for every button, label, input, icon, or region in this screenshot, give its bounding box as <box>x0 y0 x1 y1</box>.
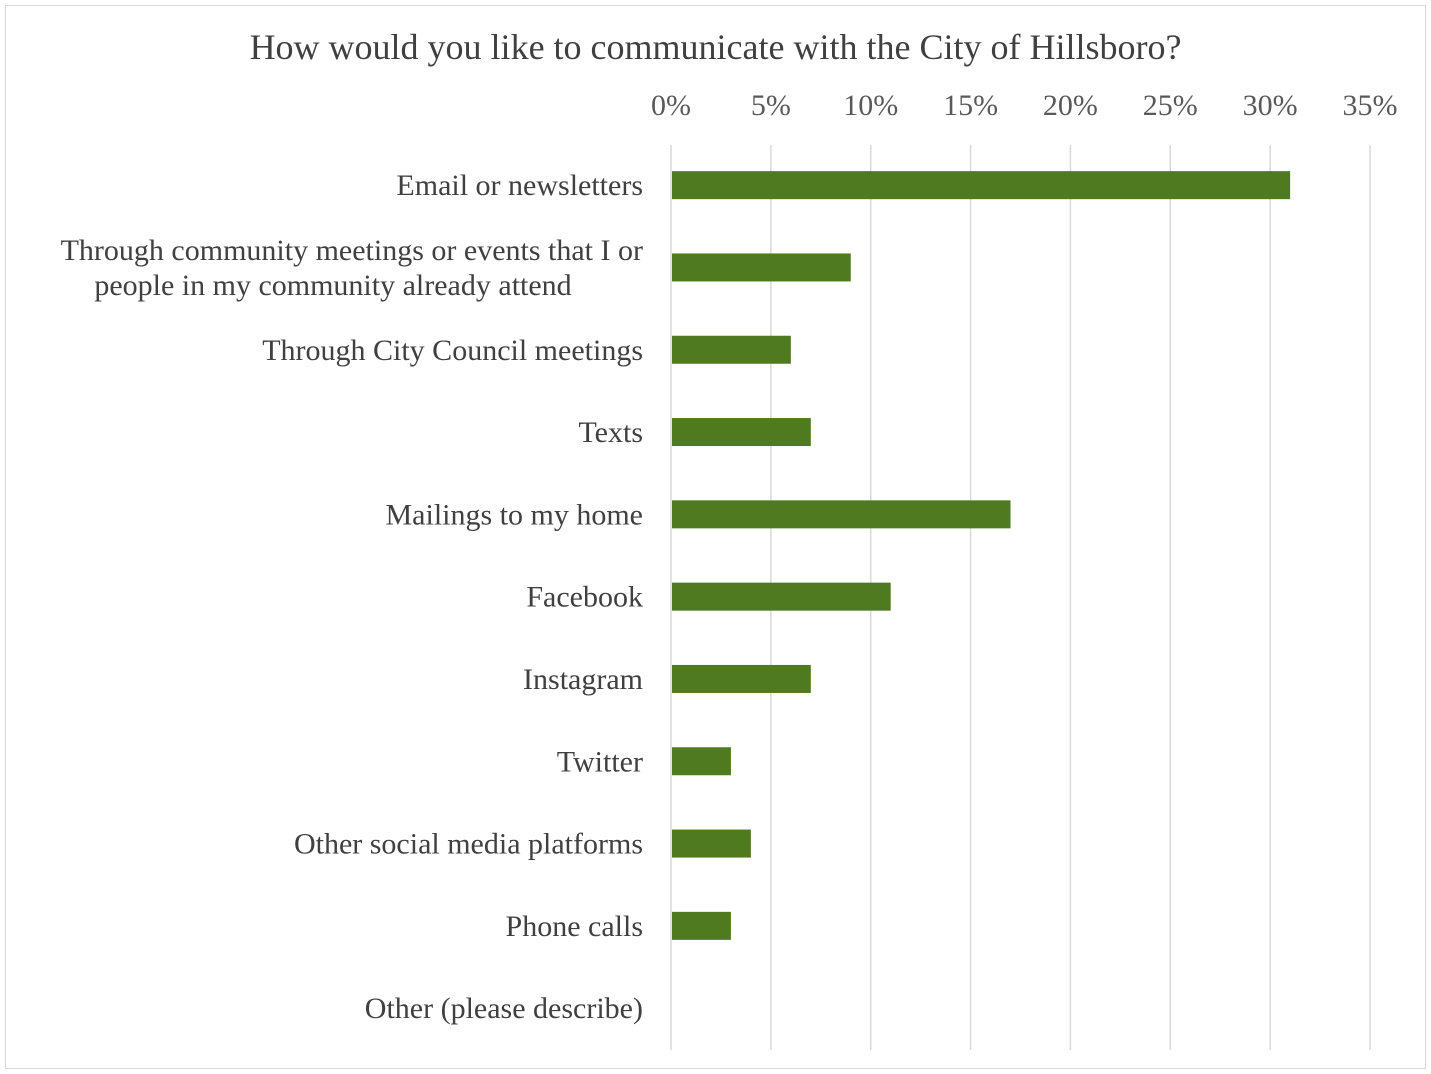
bar <box>672 582 891 611</box>
category-label: Through City Council meetings <box>262 334 643 367</box>
chart-title: How would you like to communicate with t… <box>249 27 1182 67</box>
category-label: Other (please describe) <box>365 992 643 1025</box>
x-tick-label: 30% <box>1243 89 1298 122</box>
bar <box>672 664 811 693</box>
category-label: Email or newsletters <box>396 169 643 202</box>
category-label: Mailings to my home <box>386 498 644 531</box>
category-label: Facebook <box>526 581 643 614</box>
x-tick-label: 25% <box>1143 89 1198 122</box>
category-label: Twitter <box>557 745 643 778</box>
x-tick-label: 0% <box>651 89 691 122</box>
category-labels: Email or newsletters Through community me… <box>61 169 643 1025</box>
x-tick-label: 20% <box>1043 89 1098 122</box>
category-label: Through community meetings or events tha… <box>61 234 643 302</box>
category-label: Instagram <box>523 663 643 696</box>
x-tick-label: 10% <box>843 89 898 122</box>
x-tick-label: 15% <box>943 89 998 122</box>
x-tick-label: 35% <box>1343 89 1398 122</box>
bar <box>672 171 1291 200</box>
bar <box>672 253 851 282</box>
bars <box>672 171 1291 940</box>
bar <box>672 829 751 858</box>
x-tick-label: 5% <box>751 89 791 122</box>
category-label: Phone calls <box>506 910 643 943</box>
bar <box>672 418 811 447</box>
bar <box>672 911 731 940</box>
bar <box>672 335 791 364</box>
category-label: Other social media platforms <box>294 828 643 861</box>
category-label: Texts <box>578 416 643 449</box>
bar <box>672 747 731 776</box>
bar <box>672 500 1011 529</box>
x-axis-ticks: 0% 5% 10% 15% 20% 25% 30% 35% <box>651 89 1398 122</box>
